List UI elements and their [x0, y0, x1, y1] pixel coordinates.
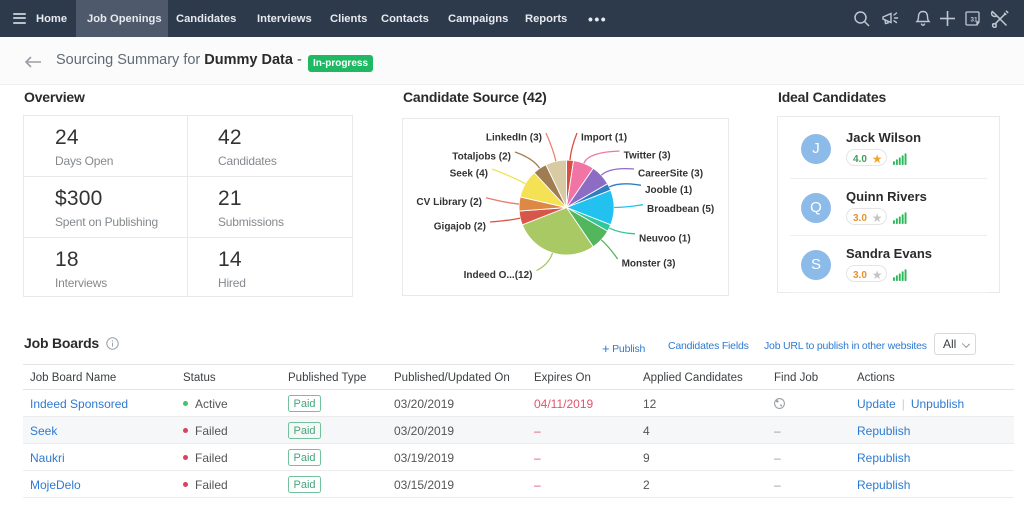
svg-text:Twitter (3): Twitter (3)	[624, 151, 671, 162]
svg-text:Neuvoo (1): Neuvoo (1)	[639, 233, 691, 244]
svg-text:Broadbean (5): Broadbean (5)	[647, 204, 714, 215]
svg-text:CareerSite (3): CareerSite (3)	[638, 169, 703, 180]
svg-text:Gigajob (2): Gigajob (2)	[434, 222, 486, 233]
svg-text:Import (1): Import (1)	[581, 133, 627, 144]
svg-text:Jooble (1): Jooble (1)	[645, 185, 692, 196]
svg-text:LinkedIn (3): LinkedIn (3)	[486, 133, 542, 144]
svg-text:Totaljobs (2): Totaljobs (2)	[452, 152, 511, 163]
svg-text:Indeed O...(12): Indeed O...(12)	[464, 270, 533, 281]
svg-text:Monster (3): Monster (3)	[622, 259, 676, 270]
svg-text:Seek (4): Seek (4)	[450, 169, 488, 180]
svg-text:31: 31	[970, 17, 978, 24]
svg-text:CV Library (2): CV Library (2)	[416, 197, 482, 208]
